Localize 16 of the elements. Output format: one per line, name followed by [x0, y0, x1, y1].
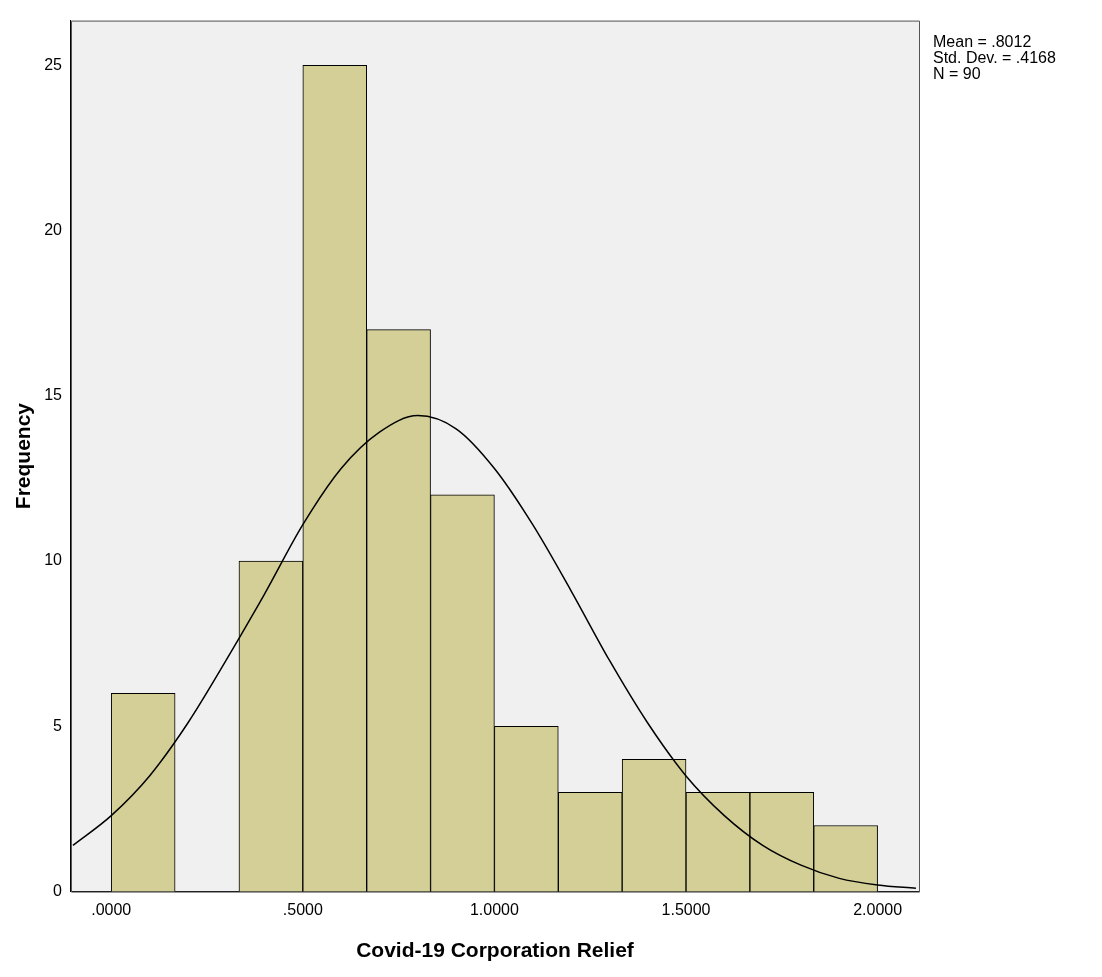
x-axis-title: Covid-19 Corporation Relief [356, 938, 635, 962]
x-tick-label: 1.0000 [469, 900, 519, 918]
x-tick-label: .5000 [282, 900, 323, 918]
y-tick-label: 15 [44, 386, 63, 404]
y-tick-label: 25 [44, 55, 63, 73]
x-tick-label: .0000 [91, 900, 132, 918]
text: Mean = .8012 [933, 33, 1032, 51]
x-tick-label: 2.0000 [853, 900, 903, 918]
x-tick-label: 1.5000 [661, 900, 711, 918]
y-tick-label: 10 [44, 551, 63, 569]
text: Std. Dev. = .4168 [933, 49, 1056, 67]
y-axis-title: Frequency [11, 402, 35, 510]
y-tick-label: 0 [53, 882, 63, 900]
y-tick-label: 20 [44, 220, 63, 238]
text: N = 90 [933, 65, 981, 83]
y-tick-label: 5 [53, 716, 63, 734]
